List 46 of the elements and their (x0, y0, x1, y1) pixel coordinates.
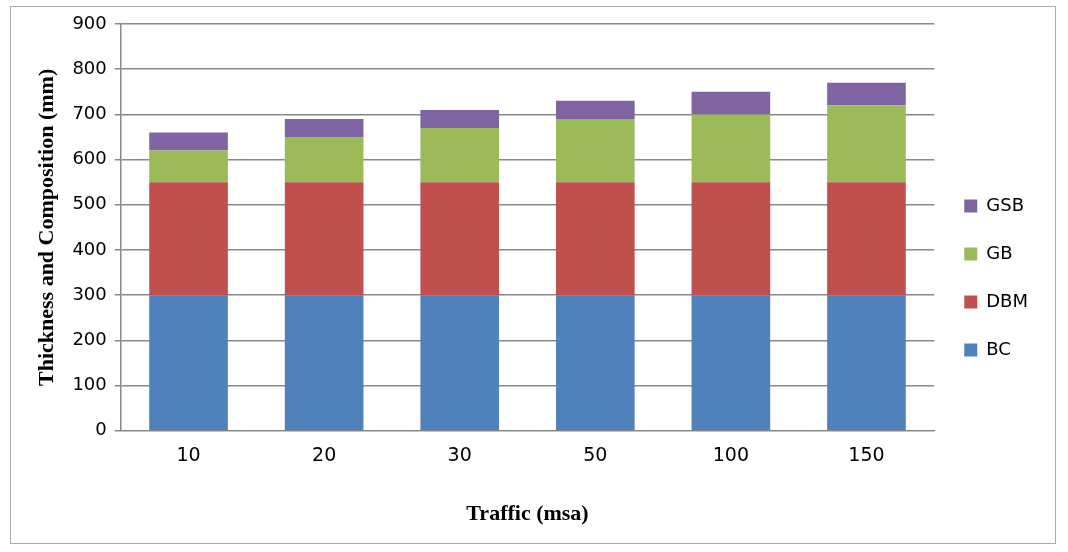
bar (149, 150, 228, 183)
bar (284, 118, 364, 137)
x-tick-label: 150 (848, 443, 885, 466)
y-tick-label: 0 (95, 418, 107, 440)
bar (555, 118, 635, 183)
y-tick-label: 100 (72, 373, 107, 395)
bar (555, 100, 635, 119)
bar (827, 182, 906, 296)
y-tick-label: 700 (72, 102, 107, 124)
y-axis-title: Thickness and Composition (mm) (32, 68, 58, 387)
bar (691, 295, 771, 431)
bar (420, 295, 500, 431)
x-tick-label: 100 (712, 443, 750, 466)
bar (284, 182, 364, 296)
x-tick-label: 20 (312, 443, 337, 466)
legend-label: BC (986, 337, 1011, 359)
bar (691, 114, 771, 183)
bar (555, 182, 635, 296)
legend-label: GSB (986, 193, 1024, 215)
bar (149, 295, 228, 431)
bar (827, 105, 906, 183)
y-tick-label: 600 (72, 147, 107, 169)
bar (284, 137, 364, 183)
y-tick-label: 500 (72, 192, 107, 214)
bar (691, 182, 771, 296)
legend-label: DBM (986, 289, 1029, 311)
bar (691, 91, 771, 115)
y-tick-label: 900 (72, 11, 107, 33)
bar (284, 295, 364, 431)
y-tick-label: 800 (72, 56, 107, 78)
y-tick-label: 400 (72, 237, 107, 259)
bar (149, 132, 228, 151)
y-tick-label: 200 (72, 328, 107, 350)
bar (827, 295, 906, 431)
y-tick-label: 300 (72, 282, 107, 304)
x-axis-title: Traffic (msa) (466, 500, 589, 526)
bar (420, 109, 500, 128)
bar (420, 182, 500, 296)
x-tick-label: 30 (447, 443, 472, 466)
bar (555, 295, 635, 431)
x-tick-label: 10 (176, 443, 201, 466)
bar (420, 127, 500, 183)
bar (149, 182, 228, 296)
legend-label: GB (986, 241, 1013, 263)
bar (827, 82, 906, 106)
x-tick-label: 50 (583, 443, 608, 466)
